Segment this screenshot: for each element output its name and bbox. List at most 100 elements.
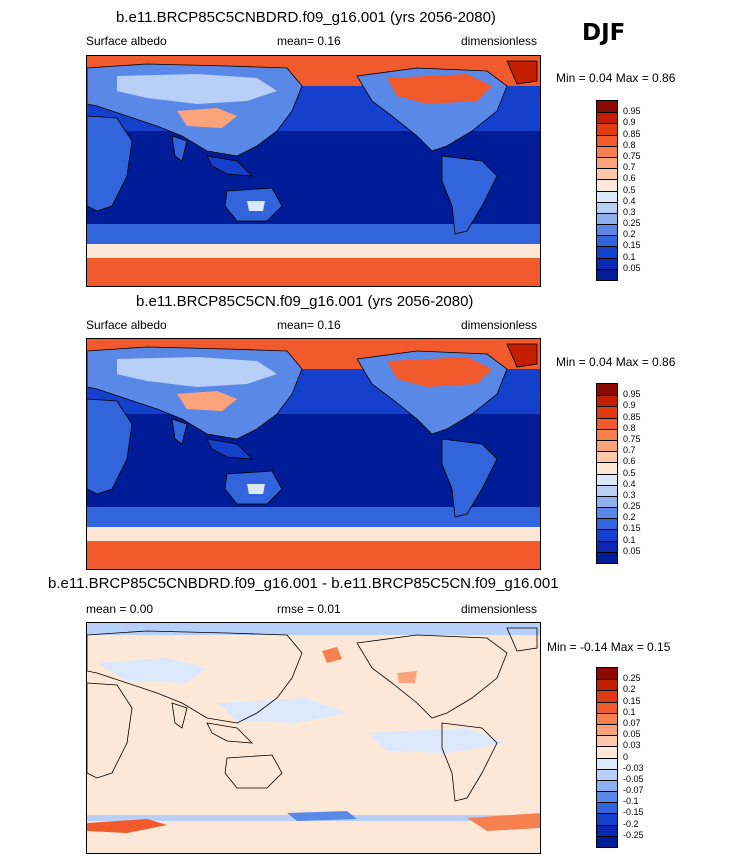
colorbar-tick-label: 0 [623, 751, 629, 762]
colorbar-swatch [597, 712, 617, 724]
colorbar-swatch [597, 529, 617, 541]
colorbar-tick-label: 0.15 [623, 240, 641, 251]
africa-landmass [87, 115, 133, 212]
antarctic-positive-east [467, 813, 540, 831]
colorbar-tick-label: 0.75 [623, 150, 641, 161]
colorbar-swatch [597, 179, 617, 191]
colorbar-swatch [597, 451, 617, 463]
north-america-positive-patch [397, 671, 417, 683]
panel-1-colorbar [596, 100, 618, 281]
colorbar-tick-label: 0.25 [623, 673, 641, 684]
colorbar-swatch [597, 779, 617, 792]
colorbar-swatch [597, 123, 617, 135]
antarctic-positive-west [87, 819, 167, 833]
antarctic-negative-patch [287, 811, 357, 821]
tibet-snow [177, 108, 237, 128]
colorbar-swatch [597, 101, 617, 113]
india-landmass [171, 135, 188, 162]
colorbar-swatch [597, 551, 617, 563]
panel-1-variable-label: Surface albedo [86, 34, 167, 48]
panel-2-map [86, 338, 541, 570]
colorbar-swatch [597, 813, 617, 825]
australia-desert [247, 484, 265, 494]
sea-ice-edge-band [87, 244, 540, 258]
colorbar-swatch [597, 507, 617, 519]
antarctica-band [87, 541, 540, 569]
colorbar-swatch [597, 768, 617, 780]
colorbar-swatch [597, 428, 617, 440]
colorbar-tick-label: 0.9 [623, 117, 636, 128]
canada-snow [387, 74, 492, 104]
colorbar-tick-label: 0.85 [623, 128, 641, 139]
panel-1-title: b.e11.BRCP85C5CNBDRD.f09_g16.001 (yrs 20… [116, 9, 496, 26]
panel-1-units-label: dimensionless [461, 34, 538, 48]
colorbar-tick-label: 0.05 [623, 729, 641, 740]
colorbar-swatch [597, 824, 617, 836]
south-america-landmass [441, 438, 498, 518]
panel-3-title: b.e11.BRCP85C5CNBDRD.f09_g16.001 - b.e11… [48, 575, 559, 592]
south-america-landmass [441, 155, 498, 235]
colorbar-tick-label: -0.1 [623, 796, 639, 807]
panel-2-mean-label: mean= 0.16 [277, 318, 341, 332]
colorbar-swatch [597, 439, 617, 452]
colorbar-swatch [597, 484, 617, 496]
colorbar-tick-label: 0.2 [623, 229, 636, 240]
siberia-snow [117, 357, 277, 387]
coastlines [87, 627, 538, 802]
colorbar-tick-label: 0.25 [623, 501, 641, 512]
alaska-positive-patch [322, 647, 342, 663]
southern-ocean-band [87, 224, 540, 244]
colorbar-tick-label: -0.25 [623, 829, 644, 840]
colorbar-swatch [597, 156, 617, 169]
colorbar-swatch [597, 679, 617, 691]
canada-snow [387, 357, 492, 387]
colorbar-tick-label: -0.03 [623, 762, 644, 773]
colorbar-tick-label: 0.7 [623, 162, 636, 173]
colorbar-tick-label: 0.75 [623, 433, 641, 444]
colorbar-swatch [597, 518, 617, 530]
colorbar-swatch [597, 168, 617, 180]
colorbar-swatch [597, 235, 617, 247]
colorbar-swatch [597, 201, 617, 213]
colorbar-tick-label: 0.7 [623, 445, 636, 456]
colorbar-tick-label: 0.1 [623, 706, 636, 717]
panel-3-units-label: dimensionless [461, 602, 538, 616]
panel-2-variable-label: Surface albedo [86, 318, 167, 332]
colorbar-tick-label: 0.1 [623, 534, 636, 545]
antarctica-band [87, 258, 540, 286]
colorbar-tick-label: 0.3 [623, 489, 636, 500]
arctic-negative-band [87, 623, 540, 635]
panel-1-minmax-label: Min = 0.04 Max = 0.86 [556, 71, 676, 85]
colorbar-swatch [597, 190, 617, 202]
colorbar-swatch [597, 473, 617, 485]
colorbar-tick-label: 0.07 [623, 717, 641, 728]
sea-ice-edge-band [87, 527, 540, 541]
colorbar-tick-label: 0.6 [623, 173, 636, 184]
colorbar-tick-label: 0.03 [623, 740, 641, 751]
panel-3-map [86, 622, 541, 854]
panel-2-title: b.e11.BRCP85C5CN.f09_g16.001 (yrs 2056-2… [136, 293, 474, 310]
colorbar-swatch [597, 690, 617, 702]
panel-1-map [86, 55, 541, 287]
colorbar-tick-label: 0.3 [623, 206, 636, 217]
colorbar-tick-label: 0.85 [623, 411, 641, 422]
colorbar-tick-label: 0.4 [623, 195, 636, 206]
colorbar-tick-label: 0.95 [623, 389, 641, 400]
colorbar-swatch [597, 802, 617, 814]
colorbar-tick-label: 0.05 [623, 262, 641, 273]
tibet-snow [177, 391, 237, 411]
siberia-snow [117, 74, 277, 104]
colorbar-swatch [597, 746, 617, 758]
colorbar-tick-label: 0.4 [623, 478, 636, 489]
colorbar-tick-label: 0.9 [623, 400, 636, 411]
colorbar-swatch [597, 462, 617, 474]
colorbar-swatch [597, 735, 617, 747]
panel-3-minmax-label: Min = -0.14 Max = 0.15 [547, 640, 671, 654]
colorbar-tick-label: -0.15 [623, 807, 644, 818]
colorbar-swatch [597, 224, 617, 236]
australia-desert [247, 201, 265, 211]
africa-landmass [87, 398, 133, 495]
colorbar-swatch [597, 668, 617, 680]
colorbar-swatch [597, 212, 617, 225]
colorbar-swatch [597, 540, 617, 552]
